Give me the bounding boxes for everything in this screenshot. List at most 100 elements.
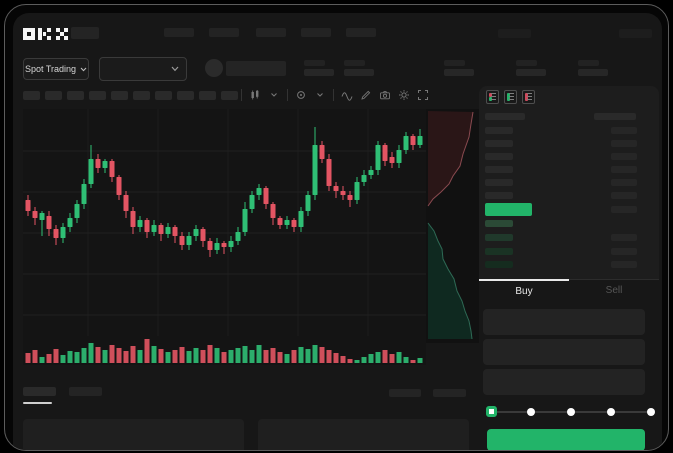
bid-amount-skeleton[interactable] [611, 234, 637, 241]
slider-stop-100[interactable] [647, 408, 655, 416]
bid-price-skeleton[interactable] [485, 248, 513, 255]
volume-bar [60, 355, 66, 363]
timeframe-button-skeleton[interactable] [133, 90, 150, 100]
draw-pencil-icon[interactable] [360, 89, 372, 101]
candle [116, 175, 122, 200]
timeframe-button-skeleton[interactable] [45, 90, 62, 100]
timeframe-button-skeleton[interactable] [23, 90, 40, 100]
tab-buy[interactable]: Buy [479, 279, 569, 301]
candle [32, 207, 38, 225]
settings-gear-icon[interactable] [398, 89, 410, 101]
timeframe-button-skeleton[interactable] [199, 90, 216, 100]
volume-bar [347, 359, 353, 363]
stat-label-skeleton [444, 60, 465, 66]
candle [249, 191, 255, 213]
bid-price-skeleton[interactable] [485, 234, 513, 241]
volume-bar [403, 357, 409, 363]
slider-stop-50[interactable] [567, 408, 575, 416]
chevron-down-icon[interactable] [268, 89, 280, 101]
ask-amount-skeleton[interactable] [611, 127, 637, 134]
volume-bar [270, 348, 276, 363]
nav-item-skeleton[interactable] [301, 28, 331, 37]
candle [326, 154, 332, 191]
volume-bar [165, 352, 171, 363]
indicator-wave-icon[interactable] [341, 89, 353, 101]
nav-item-skeleton[interactable] [346, 28, 376, 37]
slider-stop-0[interactable] [486, 406, 497, 417]
ask-price-skeleton[interactable] [485, 179, 513, 186]
depth-chart[interactable] [426, 109, 479, 343]
header-action-skeleton[interactable] [498, 29, 531, 38]
orderbook-bids-icon[interactable] [504, 90, 517, 104]
camera-icon[interactable] [379, 89, 391, 101]
fullscreen-icon[interactable] [417, 89, 429, 101]
ask-price-skeleton[interactable] [485, 166, 513, 173]
timeframe-button-skeleton[interactable] [177, 90, 194, 100]
pair-search-dropdown[interactable] [99, 57, 187, 81]
volume-bar [172, 350, 178, 363]
header-action-skeleton[interactable] [619, 29, 652, 38]
candle [81, 179, 87, 209]
stat-value-skeleton [304, 69, 334, 76]
total-input[interactable] [483, 369, 645, 395]
bid-price-skeleton[interactable] [485, 220, 513, 227]
orderbook-combined-icon[interactable] [486, 90, 499, 104]
market-type-selector[interactable]: Spot Trading [23, 58, 89, 80]
nav-item-skeleton[interactable] [164, 28, 194, 37]
timeframe-button-skeleton[interactable] [67, 90, 84, 100]
ask-amount-skeleton[interactable] [611, 166, 637, 173]
candle [200, 227, 206, 247]
line-style-icon[interactable] [295, 89, 307, 101]
candle [277, 216, 283, 229]
orderbook-asks-icon[interactable] [522, 90, 535, 104]
bottom-right-action[interactable] [389, 389, 421, 397]
candle [263, 186, 269, 209]
ask-price-skeleton[interactable] [485, 192, 513, 199]
volume-bar [277, 352, 283, 363]
ask-price-skeleton[interactable] [485, 140, 513, 147]
chevron-down-icon [171, 66, 179, 72]
slider-stop-25[interactable] [527, 408, 535, 416]
device-frame: Spot Trading Buy Sell [4, 4, 669, 451]
candle [95, 154, 101, 173]
candle [417, 129, 423, 148]
last-price-highlight[interactable] [485, 203, 532, 216]
bid-price-skeleton[interactable] [485, 261, 513, 268]
timeframe-button-skeleton[interactable] [221, 90, 238, 100]
timeframe-button-skeleton[interactable] [89, 90, 106, 100]
candle [368, 166, 374, 179]
ask-price-skeleton[interactable] [485, 127, 513, 134]
volume-bar [298, 347, 304, 363]
candle-type-icon[interactable] [249, 89, 261, 101]
candlestick-chart[interactable] [23, 109, 426, 365]
tab-sell[interactable]: Sell [569, 280, 659, 301]
depth-bids-line [427, 222, 473, 340]
candle [221, 241, 227, 254]
okx-logo-icon[interactable] [23, 26, 69, 42]
timeframe-button-skeleton[interactable] [155, 90, 172, 100]
volume-bar [319, 347, 325, 363]
bottom-tab[interactable] [69, 387, 102, 396]
ask-price-skeleton[interactable] [485, 153, 513, 160]
bid-amount-skeleton[interactable] [611, 261, 637, 268]
nav-item-skeleton[interactable] [256, 28, 286, 37]
price-input[interactable] [483, 309, 645, 335]
chevron-down-icon[interactable] [314, 89, 326, 101]
bottom-right-action[interactable] [433, 389, 466, 397]
timeframe-button-skeleton[interactable] [111, 90, 128, 100]
bottom-tab-active[interactable] [23, 387, 56, 396]
candle [305, 191, 311, 216]
timeframe-toolbar [23, 89, 238, 101]
candle [396, 145, 402, 168]
submit-buy-button[interactable] [487, 429, 645, 450]
orderbook-panel [479, 86, 659, 279]
nav-item-skeleton[interactable] [209, 28, 239, 37]
slider-stop-75[interactable] [607, 408, 615, 416]
ask-amount-skeleton[interactable] [611, 153, 637, 160]
amount-input[interactable] [483, 339, 645, 365]
bid-amount-skeleton[interactable] [611, 248, 637, 255]
candle [256, 184, 262, 200]
ask-amount-skeleton[interactable] [611, 192, 637, 199]
ask-amount-skeleton[interactable] [611, 179, 637, 186]
ask-amount-skeleton[interactable] [611, 140, 637, 147]
